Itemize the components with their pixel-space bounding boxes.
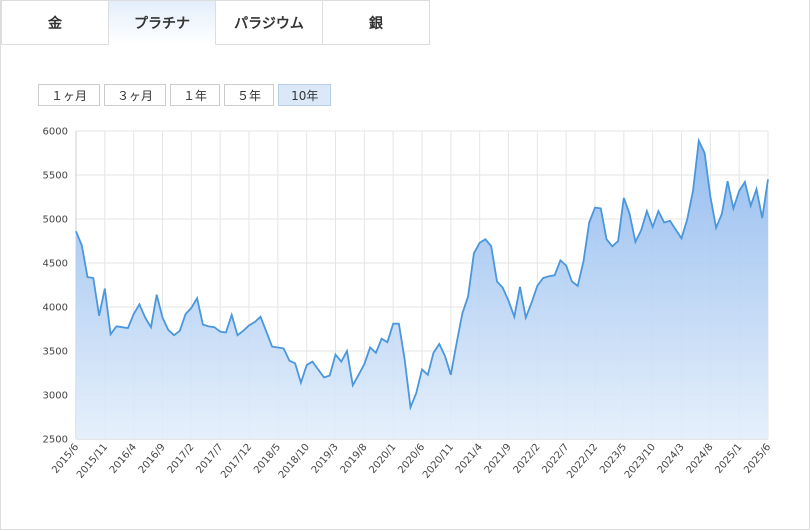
x-tick-label: 2020/1: [367, 442, 398, 476]
x-tick-label: 2022/12: [565, 442, 600, 481]
x-tick-label: 2019/3: [310, 442, 341, 476]
x-tick-label: 2021/9: [483, 442, 514, 476]
x-tick-label: 2024/3: [656, 442, 687, 476]
range-button[interactable]: １年: [170, 84, 221, 106]
range-button[interactable]: ５年: [224, 84, 275, 106]
y-tick-label: 5500: [43, 171, 68, 182]
x-tick-label: 2018/10: [277, 442, 312, 481]
tab[interactable]: プラチナ: [109, 0, 216, 45]
y-tick-label: 2500: [43, 435, 68, 446]
x-tick-label: 2025/6: [742, 442, 773, 476]
x-tick-label: 2023/10: [623, 442, 658, 481]
y-tick-label: 3500: [43, 347, 68, 358]
x-tick-label: 2022/2: [512, 442, 543, 476]
range-button[interactable]: 10年: [278, 84, 332, 106]
range-buttons: １ヶ月 ３ヶ月 １年 ５年 10年: [38, 84, 332, 106]
y-tick-label: 5000: [43, 215, 68, 226]
x-tick-label: 2017/12: [219, 442, 254, 481]
tab[interactable]: パラジウム: [216, 0, 323, 45]
y-tick-label: 6000: [43, 127, 68, 138]
y-tick-label: 4000: [43, 303, 68, 314]
x-tick-label: 2024/8: [685, 442, 716, 476]
range-button[interactable]: ３ヶ月: [104, 84, 167, 106]
x-tick-label: 2016/4: [108, 442, 139, 476]
x-tick-label: 2017/2: [166, 442, 197, 476]
x-tick-label: 2019/8: [339, 442, 370, 476]
x-tick-label: 2021/4: [454, 442, 485, 476]
tab[interactable]: 銀: [323, 0, 430, 45]
area: [76, 140, 768, 439]
x-tick-label: 2025/1: [713, 442, 744, 476]
x-tick-label: 2020/11: [421, 442, 456, 481]
y-tick-label: 3000: [43, 391, 68, 402]
line: [75, 137, 769, 411]
x-tick-label: 2015/11: [75, 442, 110, 481]
y-tick-label: 4500: [43, 259, 68, 270]
tab[interactable]: 金: [1, 0, 109, 45]
x-tick-label: 2016/9: [137, 442, 168, 476]
range-button[interactable]: １ヶ月: [38, 84, 101, 106]
tab-bar: 金プラチナ パラジウム銀: [1, 0, 430, 46]
